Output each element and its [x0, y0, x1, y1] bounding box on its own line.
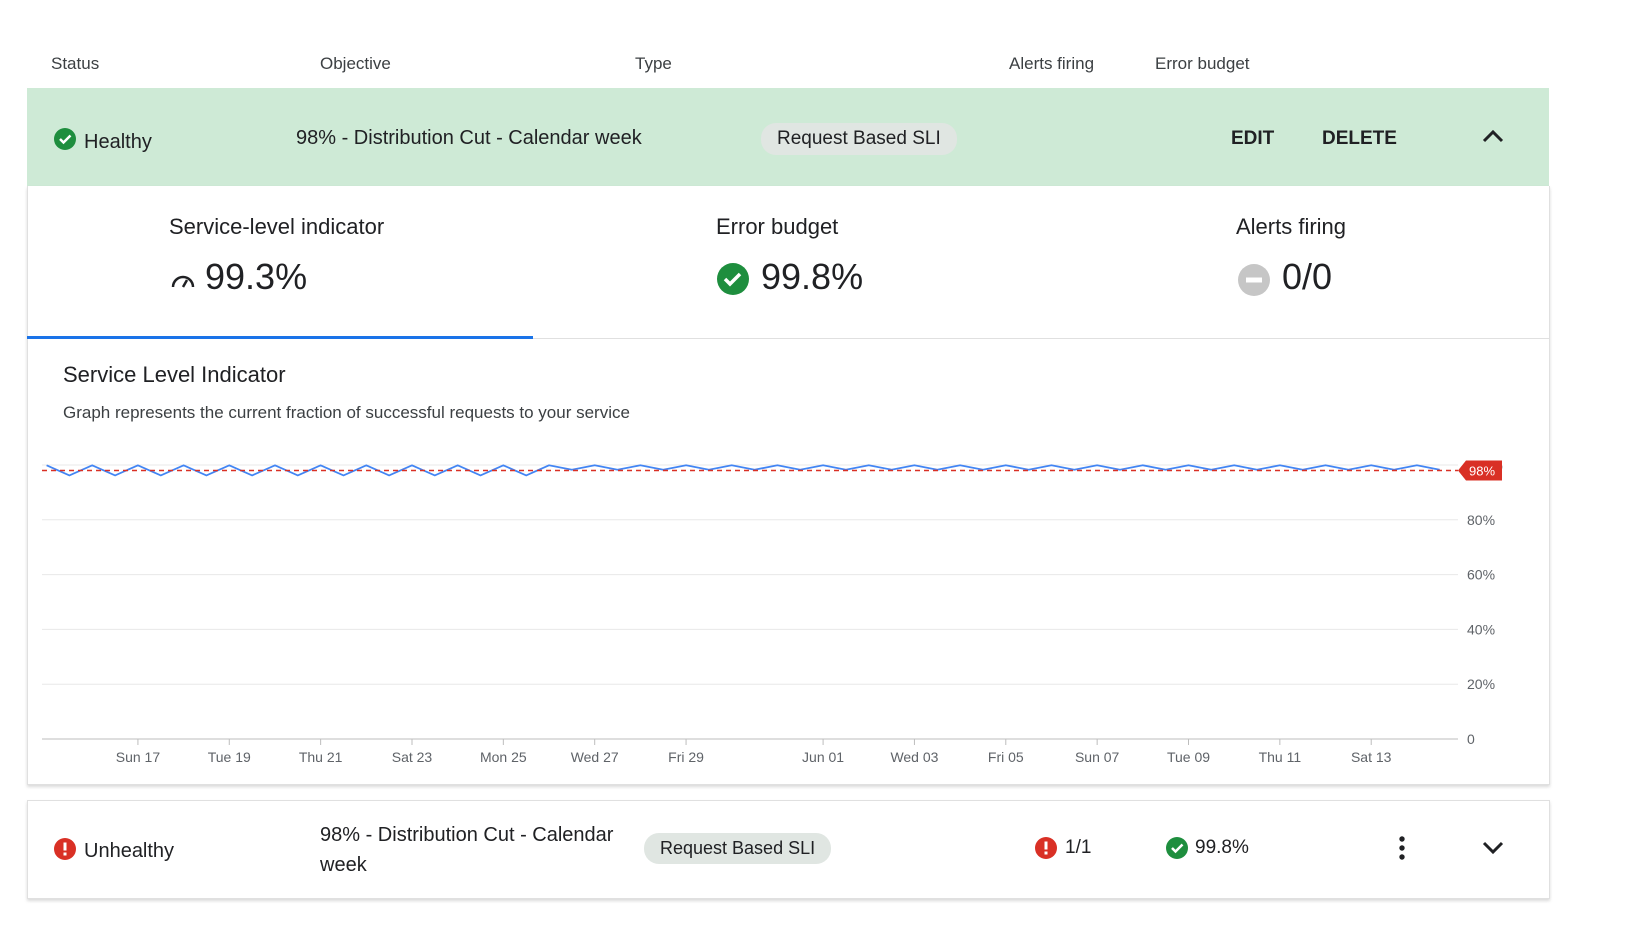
error-icon [1035, 837, 1057, 859]
delete-button[interactable]: DELETE [1322, 128, 1397, 149]
check-icon [717, 263, 749, 295]
x-tick-label: Sat 13 [1351, 749, 1392, 765]
x-tick-label: Wed 27 [571, 749, 619, 765]
y-tick-label: 80% [1467, 512, 1495, 528]
threshold-label: 98% [1469, 463, 1495, 478]
x-tick-label: Fri 05 [988, 749, 1024, 765]
alerts-firing: 1/1 [1065, 837, 1092, 858]
x-tick-label: Sun 07 [1075, 749, 1120, 765]
objective: 98% - Distribution Cut - Calendar week [296, 127, 642, 149]
column-header: Error budget [1155, 54, 1250, 73]
chart-title: Service Level Indicator [63, 362, 286, 387]
status: Healthy [84, 131, 152, 153]
row-header[interactable] [27, 800, 1550, 899]
divider [27, 338, 1549, 339]
details-card [27, 186, 1550, 785]
y-tick-label: 40% [1467, 621, 1495, 637]
sli-line [46, 464, 1440, 477]
error-budget: 99.8% [1195, 837, 1249, 858]
error-icon [54, 838, 76, 860]
x-tick-label: Tue 19 [208, 749, 251, 765]
edit-button[interactable]: EDIT [1231, 128, 1275, 149]
gauge-icon [171, 275, 195, 288]
expand-icon[interactable] [1482, 840, 1504, 856]
x-tick-label: Sat 23 [392, 749, 433, 765]
healthy-icon [54, 128, 76, 150]
metric-value: 99.3% [205, 256, 308, 297]
collapse-icon[interactable] [1482, 128, 1504, 144]
x-tick-label: Sun 17 [116, 749, 161, 765]
column-header: Status [51, 54, 100, 73]
metric-label: Alerts firing [1236, 214, 1347, 239]
x-tick-label: Thu 21 [299, 749, 343, 765]
chart-subtitle: Graph represents the current fraction of… [63, 403, 630, 422]
metric-label: Service-level indicator [169, 214, 385, 239]
column-header: Type [635, 54, 672, 73]
status: Unhealthy [84, 840, 175, 862]
metric-value: 99.8% [761, 256, 864, 297]
selected-tab-indicator [27, 336, 533, 339]
check-icon [1166, 837, 1188, 859]
metric-label: Error budget [716, 214, 839, 239]
x-tick-label: Tue 09 [1167, 749, 1210, 765]
x-tick-label: Mon 25 [480, 749, 527, 765]
type-chip: Request Based SLI [644, 833, 832, 864]
column-header: Alerts firing [1009, 54, 1095, 73]
y-tick-label: 60% [1467, 567, 1495, 583]
y-tick-label: 20% [1467, 676, 1495, 692]
column-header: Objective [320, 54, 391, 73]
x-tick-label: Jun 01 [802, 749, 844, 765]
none-icon [1238, 264, 1270, 296]
more-menu[interactable] [1396, 836, 1408, 860]
y-tick-label: 0 [1467, 731, 1475, 747]
x-tick-label: Wed 03 [890, 749, 938, 765]
metric-value: 0/0 [1282, 256, 1333, 297]
x-tick-label: Fri 29 [668, 749, 704, 765]
x-tick-label: Thu 11 [1259, 749, 1302, 765]
type-chip: Request Based SLI [761, 123, 957, 155]
threshold-tag [1458, 460, 1502, 481]
objective: 98% - Distribution Cut - Calendar week [320, 824, 614, 876]
